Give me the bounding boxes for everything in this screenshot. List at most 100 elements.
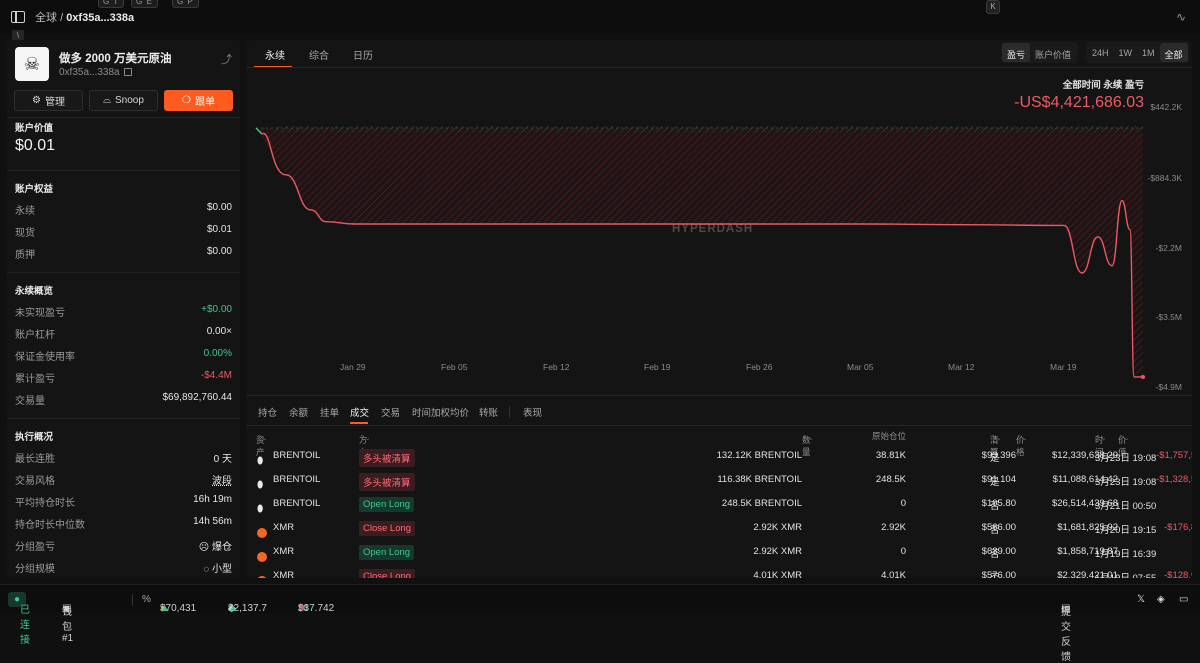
tab-performance[interactable]: 表现 <box>523 405 542 419</box>
share-icon[interactable]: ⤴ <box>221 51 232 67</box>
toggle-account-value[interactable]: 账户价值 <box>1030 43 1076 62</box>
tab-fills[interactable]: 成交 <box>350 405 369 419</box>
exec-title: 执行概况 <box>15 429 53 443</box>
manage-label: 管理 <box>45 93 65 108</box>
row-value: ◌ 小型 <box>203 560 232 575</box>
col-original-size[interactable]: 原始仓位 <box>872 430 906 442</box>
profile-address: 0xf35a...338a <box>59 67 132 78</box>
copy-icon[interactable] <box>124 68 132 76</box>
cell-liq: 否 <box>990 546 1000 560</box>
cell-orig: 0 <box>901 498 906 509</box>
sort-icon: ⌃⌄ <box>1016 434 1028 442</box>
cell-liq: 否 <box>990 522 1000 536</box>
row-label: 质押 <box>15 246 35 261</box>
row-label: 持仓时长中位数 <box>15 516 85 531</box>
manage-button[interactable]: ⚙管理 <box>14 90 83 111</box>
discord-icon[interactable]: ◈ <box>1157 594 1165 605</box>
range-1w[interactable]: 1W <box>1114 43 1138 62</box>
kbd-hint: G P <box>172 0 199 8</box>
x-tick-label: Mar 19 <box>1050 362 1076 372</box>
row-label: 分组盈亏 <box>15 538 55 553</box>
footsteps-icon: ❍ <box>182 95 191 106</box>
table-tabs: 持仓 余额 挂单 成交 交易 时间加权均价 转账 表现 <box>246 398 1192 426</box>
spy-icon: ⌓ <box>103 95 111 106</box>
positive-band <box>276 126 1143 132</box>
tab-balances[interactable]: 余额 <box>289 405 308 419</box>
row-value: 14h 56m <box>193 516 232 531</box>
table-header: 资产 ⌃⌄ 方向 ⌃⌄ 数量 ⌃⌄ 原始仓位 价格 ⌃⌄ 价值 ⌃⌄ 盈亏 ⌃⌄… <box>246 426 1192 444</box>
sort-icon: ⌃⌄ <box>802 434 814 442</box>
row-value: -$4.4M <box>201 370 232 385</box>
tab-trades[interactable]: 交易 <box>381 405 400 419</box>
tab-perp[interactable]: 永续 <box>265 47 285 62</box>
ticker-direction: ▼ <box>298 603 308 614</box>
x-icon[interactable]: 𝕏 <box>1137 594 1145 605</box>
row-label: 保证金使用率 <box>15 348 75 363</box>
breadcrumb-root[interactable]: 全球 <box>35 12 57 24</box>
cell-pnl: -$1,757,588.55 <box>1156 450 1192 461</box>
tab-transfers[interactable]: 转账 <box>479 405 498 419</box>
exec-row: 分组盈亏☹ 爆仓 <box>15 538 232 553</box>
y-tick-label: $442.2K <box>1150 102 1182 112</box>
connection-status-text: 已连接 <box>20 601 30 646</box>
cell-dir: 多头被清算 <box>359 473 415 491</box>
range-24h[interactable]: 24H <box>1087 43 1114 62</box>
range-1m[interactable]: 1M <box>1137 43 1160 62</box>
avatar: ☠ <box>15 47 49 81</box>
cell-liq: 是 <box>990 450 1000 464</box>
copy-trade-button[interactable]: ❍跟单 <box>164 90 233 111</box>
connection-status: ● 已连接 <box>8 592 26 607</box>
row-value: +$0.00 <box>201 304 232 319</box>
sort-icon: ⌃⌄ <box>990 434 1002 442</box>
equity-row: 现货$0.01 <box>15 224 232 239</box>
x-tick-label: Feb 05 <box>441 362 467 372</box>
kbd-hint: K <box>986 0 1000 14</box>
cell-asset: BRENTOIL <box>273 450 320 461</box>
breadcrumb-separator: / <box>60 12 63 24</box>
pnl-chart[interactable] <box>246 68 1192 408</box>
kbd-hint: G E <box>131 0 158 8</box>
ticker-direction: ▲ <box>160 603 170 614</box>
exec-row: 持仓时长中位数 14h 56m <box>15 516 232 531</box>
exec-row: 交易风格波段 <box>15 472 232 487</box>
range-toggle: 24H 1W 1M 全部 <box>1086 42 1189 63</box>
cell-dir: Close Long <box>359 569 415 578</box>
account-value-label: 账户价值 <box>15 120 53 134</box>
tab-combined[interactable]: 综合 <box>309 47 329 62</box>
row-label: 平均持仓时长 <box>15 494 75 509</box>
main-panel: 永续 综合 日历 盈亏 账户价值 24H 1W 1M 全部 全部时间 永续 盈亏… <box>246 40 1192 578</box>
cell-asset: BRENTOIL <box>273 474 320 485</box>
toggle-pnl[interactable]: 盈亏 <box>1002 43 1030 62</box>
cell-time: 1月19日 07:55 <box>1095 570 1156 578</box>
snoop-button[interactable]: ⌓Snoop <box>89 90 158 111</box>
tab-twap[interactable]: 时间加权均价 <box>412 405 469 419</box>
tab-calendar[interactable]: 日历 <box>353 47 373 62</box>
docs-icon[interactable]: ▭ <box>1179 594 1188 605</box>
equity-row: 质押$0.00 <box>15 246 232 261</box>
row-label: 永续 <box>15 202 35 217</box>
cell-time: 3月21日 00:50 <box>1095 498 1156 512</box>
row-value: 0.00× <box>207 326 232 341</box>
pnl-area-shade <box>256 128 1143 377</box>
sidebar-toggle-icon[interactable] <box>11 11 25 23</box>
range-all[interactable]: 全部 <box>1160 43 1188 62</box>
cell-liq: 是 <box>990 474 1000 488</box>
ticker-direction: ▲ <box>228 603 238 614</box>
cell-time: 3月23日 19:08 <box>1095 474 1156 488</box>
cell-qty: 132.12K BRENTOIL <box>717 450 802 461</box>
activity-icon[interactable]: ∿ <box>1176 10 1186 24</box>
equity-title: 账户权益 <box>15 181 53 195</box>
tab-positions[interactable]: 持仓 <box>258 405 277 419</box>
tab-orders[interactable]: 挂单 <box>320 405 339 419</box>
perp-row: 交易量$69,892,760.44 <box>15 392 232 407</box>
cell-liq: 否 <box>990 498 1000 512</box>
row-value: 波段 <box>212 472 232 487</box>
percent-icon[interactable]: % <box>142 594 151 605</box>
